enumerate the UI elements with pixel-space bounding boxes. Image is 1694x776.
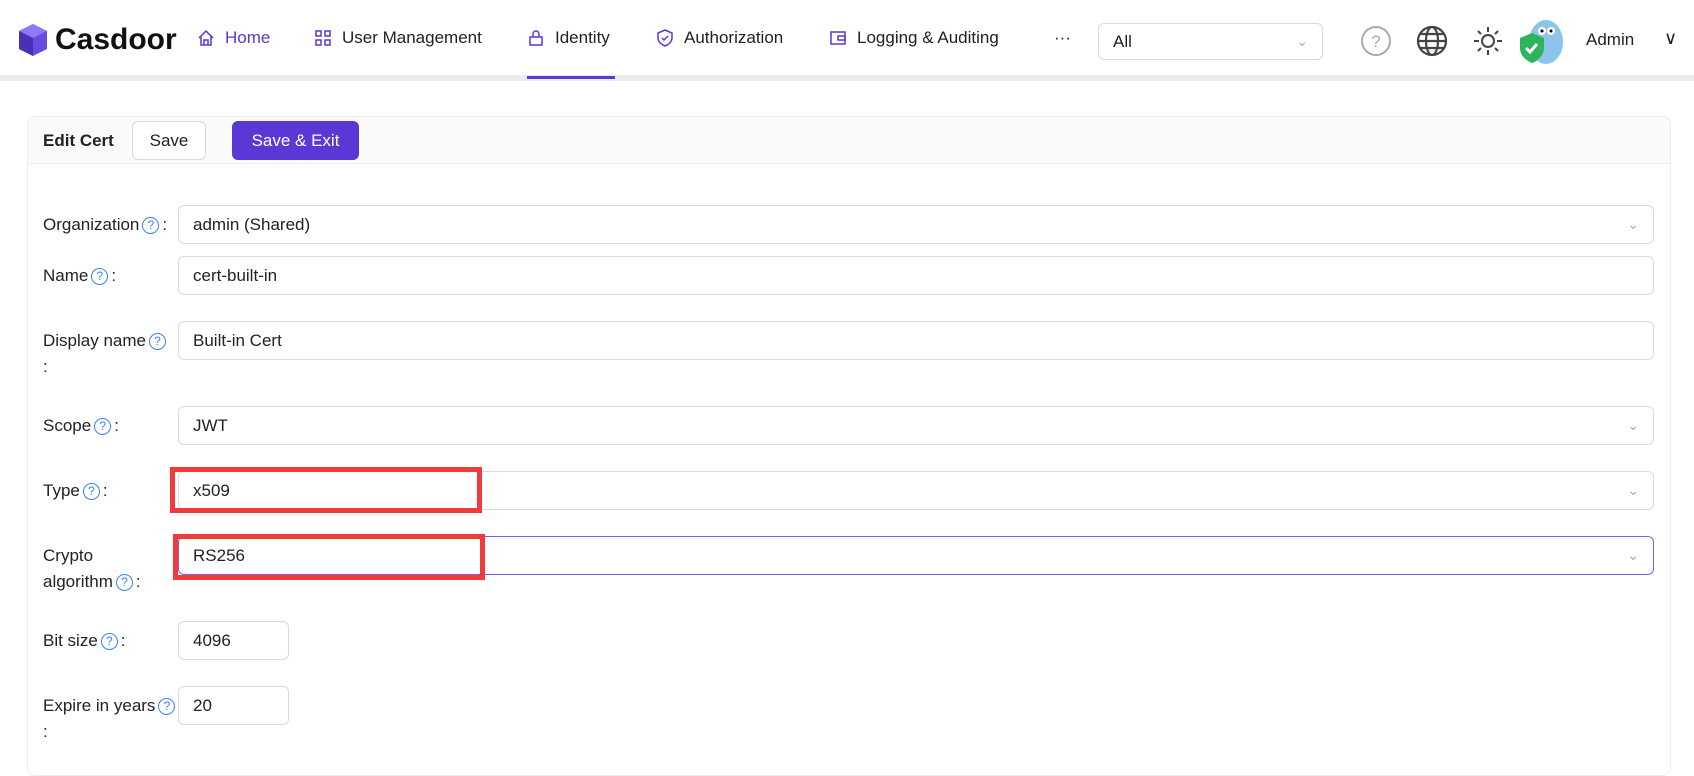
help-circle-icon[interactable]: ?: [91, 268, 109, 286]
chevron-down-icon: ⌄: [1296, 33, 1308, 49]
type-select[interactable]: x509 ⌄: [178, 471, 1654, 510]
wallet-icon: [830, 31, 846, 45]
grid-icon: [315, 30, 331, 46]
active-tab-indicator: [527, 76, 615, 79]
scope-label: Scope?:: [43, 416, 119, 436]
highlight-box: [173, 534, 485, 580]
help-circle-icon[interactable]: ?: [82, 483, 100, 501]
globe-icon[interactable]: [1415, 24, 1449, 58]
nav-more-button[interactable]: ···: [1054, 28, 1071, 48]
logo-text: Casdoor: [55, 23, 177, 56]
casdoor-cube-icon: [19, 24, 47, 56]
shield-check-icon: [657, 29, 673, 47]
display-name-input[interactable]: Built-in Cert: [178, 321, 1654, 360]
help-circle-icon[interactable]: ?: [115, 574, 133, 592]
help-circle-icon[interactable]: ?: [94, 418, 112, 436]
chevron-down-icon: ⌄: [1627, 417, 1639, 433]
card-title: Edit Cert: [43, 131, 114, 150]
chevron-down-icon: ⌄: [1627, 482, 1639, 498]
help-circle-icon[interactable]: ?: [142, 217, 160, 235]
nav-home[interactable]: Home: [197, 28, 270, 48]
organization-select[interactable]: admin (Shared) ⌄: [178, 205, 1654, 244]
nav-user-management[interactable]: User Management: [314, 28, 482, 48]
save-button[interactable]: Save: [132, 121, 206, 160]
nav-label: Logging & Auditing: [857, 28, 999, 47]
save-exit-button[interactable]: Save & Exit: [232, 121, 359, 160]
logo[interactable]: Casdoor: [17, 22, 177, 58]
crypto-algorithm-label: Crypto algorithm?:: [43, 546, 141, 592]
help-icon[interactable]: ?: [1359, 24, 1393, 58]
crypto-algorithm-select[interactable]: RS256 ⌄: [178, 536, 1654, 575]
home-icon: [198, 29, 214, 46]
nav-label: User Management: [342, 28, 482, 47]
nav-label: Authorization: [684, 28, 784, 47]
chevron-down-icon: ⌄: [1627, 216, 1639, 232]
name-input[interactable]: cert-built-in: [178, 256, 1654, 295]
bit-size-input[interactable]: 4096: [178, 621, 289, 660]
user-menu-chevron-icon[interactable]: ∨: [1664, 28, 1678, 48]
nav-logging-auditing[interactable]: Logging & Auditing: [829, 28, 999, 48]
display-name-label: Display name?:: [43, 328, 178, 380]
help-circle-icon[interactable]: ?: [158, 698, 176, 716]
expire-in-years-input[interactable]: 20: [178, 686, 289, 725]
lock-icon: [529, 30, 543, 46]
help-circle-icon[interactable]: ?: [100, 633, 118, 651]
nav-authorization[interactable]: Authorization: [656, 28, 783, 48]
top-nav-bar: Casdoor Home User Management Identity Au…: [0, 0, 1694, 81]
org-select-value: All: [1113, 32, 1132, 51]
more-label: ···: [1054, 28, 1071, 47]
type-label: Type?:: [43, 481, 108, 501]
nav-label: Identity: [555, 28, 610, 47]
nav-identity[interactable]: Identity: [527, 28, 610, 48]
help-circle-icon[interactable]: ?: [149, 333, 166, 351]
user-name[interactable]: Admin: [1586, 30, 1635, 49]
chevron-down-icon: ⌄: [1627, 547, 1639, 563]
organization-label: Organization?:: [43, 215, 168, 235]
name-label: Name?:: [43, 266, 117, 286]
scope-select[interactable]: JWT ⌄: [178, 406, 1654, 445]
organization-select[interactable]: All ⌄: [1098, 23, 1323, 60]
avatar[interactable]: [1518, 16, 1564, 64]
nav-label: Home: [225, 28, 271, 47]
expire-in-years-label: Expire in years?:: [43, 693, 183, 745]
sun-icon[interactable]: [1471, 24, 1505, 58]
svg-text:?: ?: [1371, 32, 1380, 51]
bit-size-label: Bit size?:: [43, 631, 126, 651]
highlight-box: [170, 467, 482, 513]
